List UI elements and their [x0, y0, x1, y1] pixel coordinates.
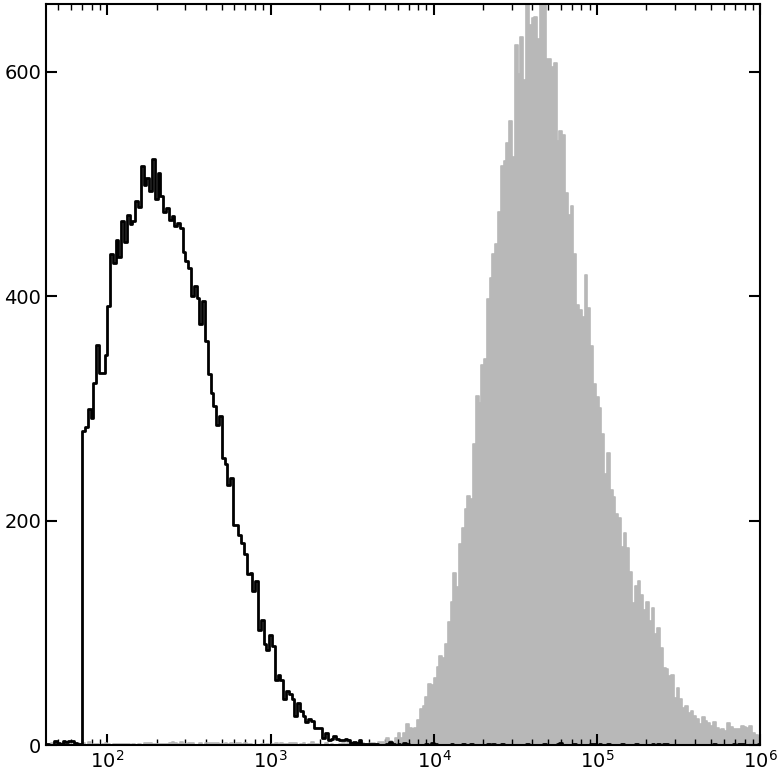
Polygon shape	[46, 0, 760, 745]
